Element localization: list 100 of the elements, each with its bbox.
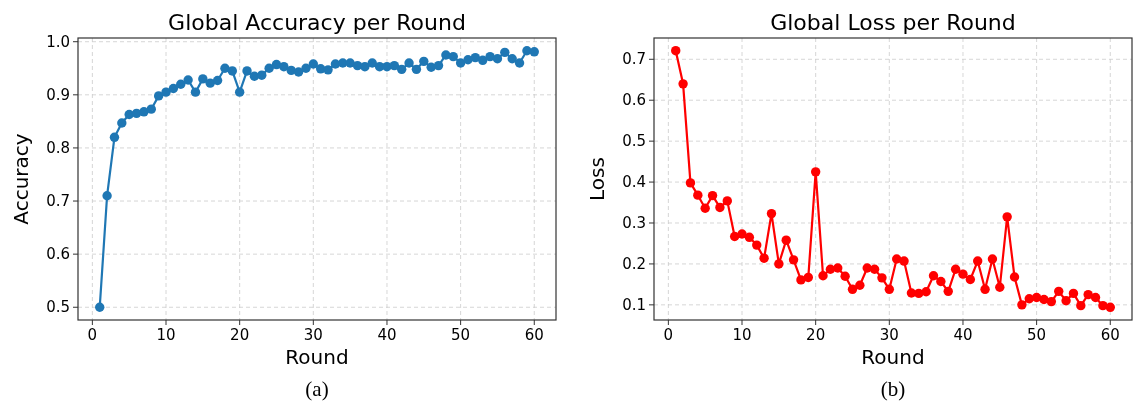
point <box>744 232 755 243</box>
x-tick-label: 60 <box>524 326 544 344</box>
point <box>183 75 193 85</box>
point <box>146 104 156 114</box>
text: (b) <box>880 377 906 401</box>
point <box>301 63 311 73</box>
x-tick-label: 0 <box>87 326 98 344</box>
text: (a) <box>305 377 329 401</box>
y-tick-label: 0.5 <box>622 132 646 151</box>
point <box>737 229 747 239</box>
point <box>1046 296 1057 307</box>
point <box>507 54 517 64</box>
point <box>492 54 503 64</box>
point <box>117 118 127 128</box>
point <box>227 66 237 76</box>
point <box>1068 288 1079 299</box>
y-axis-title: Loss <box>585 157 609 201</box>
x-tick-label: 10 <box>156 326 176 344</box>
x-axis-title: Round <box>285 345 349 369</box>
chart-title: Global Accuracy per Round <box>168 10 466 35</box>
point <box>965 274 976 285</box>
point <box>891 254 902 264</box>
point <box>781 235 791 245</box>
point <box>921 287 931 297</box>
y-tick-label: 1.0 <box>46 32 70 51</box>
point <box>722 196 732 206</box>
point <box>102 191 112 201</box>
point <box>109 132 120 143</box>
point <box>693 190 703 200</box>
x-axis-title: Round <box>861 345 925 369</box>
point <box>360 61 370 72</box>
point <box>936 276 946 287</box>
point <box>95 302 105 312</box>
point <box>176 79 186 89</box>
point <box>131 108 142 119</box>
x-tick-label: 50 <box>1027 326 1047 344</box>
point <box>958 269 968 279</box>
point <box>308 59 319 69</box>
point <box>257 70 267 80</box>
point <box>973 256 983 266</box>
point <box>766 208 777 219</box>
point <box>1002 212 1012 222</box>
point <box>212 75 223 86</box>
point <box>220 63 230 73</box>
point <box>478 55 488 66</box>
point <box>242 66 252 76</box>
point <box>759 253 769 263</box>
y-tick-label: 0.6 <box>46 245 70 264</box>
point <box>279 61 289 72</box>
point <box>153 91 164 101</box>
point <box>877 273 887 283</box>
point <box>448 51 458 62</box>
x-tick-label: 40 <box>377 326 397 344</box>
point <box>818 271 828 281</box>
x-tick-label: 40 <box>953 326 973 344</box>
point <box>397 64 407 75</box>
y-tick-label: 0.9 <box>46 85 70 104</box>
point <box>678 79 688 89</box>
point <box>433 60 444 71</box>
point <box>980 284 990 294</box>
x-tick-label: 0 <box>663 326 674 344</box>
y-tick-label: 0.4 <box>622 173 646 192</box>
point <box>500 47 510 58</box>
point <box>463 55 473 65</box>
point <box>833 263 843 273</box>
point <box>205 78 215 88</box>
point <box>168 83 179 94</box>
point <box>788 255 799 265</box>
point <box>774 259 784 269</box>
x-tick-label: 10 <box>732 326 752 344</box>
x-tick-label: 20 <box>230 326 250 344</box>
point <box>1090 292 1101 303</box>
y-tick-label: 0.5 <box>46 298 70 317</box>
point <box>987 254 998 264</box>
point <box>869 264 880 274</box>
point <box>514 58 525 68</box>
x-tick-label: 20 <box>806 326 826 344</box>
point <box>264 63 274 73</box>
point <box>685 178 696 188</box>
point <box>1076 300 1086 311</box>
y-tick-label: 0.8 <box>46 138 70 157</box>
y-tick-label: 0.2 <box>622 254 646 273</box>
x-tick-label: 30 <box>303 326 323 344</box>
point <box>700 203 710 213</box>
y-axis-title: Accuracy <box>9 133 33 225</box>
point <box>323 65 333 75</box>
point <box>899 256 909 266</box>
point <box>419 56 429 67</box>
point <box>161 87 171 97</box>
x-tick-label: 60 <box>1100 326 1120 344</box>
point <box>847 284 858 294</box>
point <box>796 275 806 285</box>
point <box>671 45 681 56</box>
point <box>293 67 304 77</box>
point <box>529 47 539 57</box>
point <box>198 74 208 84</box>
point <box>271 59 282 70</box>
point <box>404 58 414 68</box>
point <box>1017 300 1027 310</box>
point <box>1105 302 1115 313</box>
